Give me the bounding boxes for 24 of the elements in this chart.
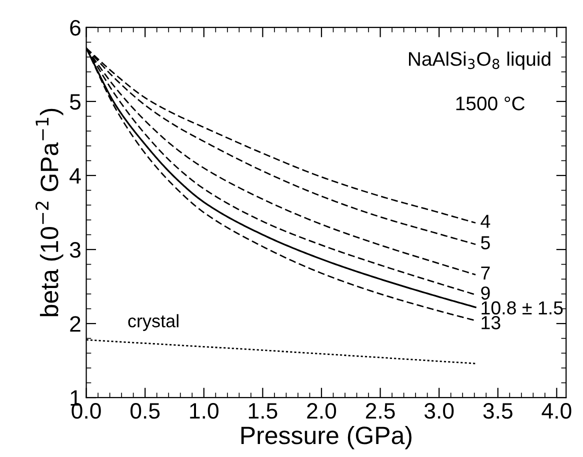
series-label: 5	[480, 236, 490, 250]
series-label: 13	[482, 316, 500, 330]
x-tick-label: 2.5	[366, 403, 395, 419]
y-tick-label: 4	[70, 168, 81, 184]
x-tick-label: 3.0	[424, 403, 454, 419]
annotation: NaAlSi$_{3}$O$_{8}$ liquid	[409, 52, 550, 70]
annotation: 1500 °C	[456, 96, 525, 110]
series-label: 4	[480, 214, 490, 228]
x-axis-title: Pressure (GPa)	[241, 426, 412, 450]
legend-label: 10.8 ± 1.5	[482, 301, 563, 315]
x-tick-label: 1.5	[248, 403, 278, 419]
y-tick-label: 3	[70, 242, 80, 258]
x-tick-label: 3.5	[483, 403, 512, 419]
x-tick-label: 1.0	[190, 403, 218, 419]
series-label: crystal	[128, 314, 178, 331]
x-tick-label: 0.5	[130, 403, 160, 419]
series-label: 7	[481, 266, 490, 280]
y-axis-title: beta (10$^{−2}$ GPa$^{−1}$)	[36, 108, 64, 316]
x-tick-label: 2.0	[307, 403, 336, 419]
y-tick-label: 5	[70, 94, 80, 110]
x-tick-label: 4.0	[542, 403, 572, 419]
series-label: 9	[481, 286, 490, 300]
y-tick-label: 6	[70, 20, 80, 36]
y-tick-label: 2	[70, 316, 80, 332]
